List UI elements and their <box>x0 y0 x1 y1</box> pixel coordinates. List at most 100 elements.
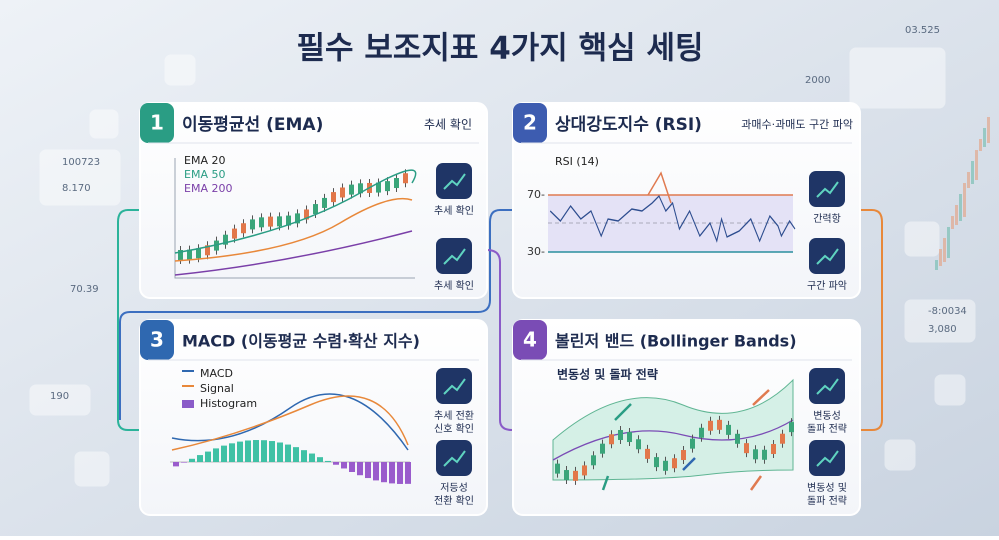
panel-title: 볼린저 밴드 (Bollinger Bands) <box>555 332 797 351</box>
candle-body <box>313 204 318 215</box>
candle-body <box>385 181 390 192</box>
histogram-bar <box>341 462 347 469</box>
decoration: 03.525 2000 100723 8.170 70.39 190 -8:0034 3,08… <box>29 25 990 487</box>
floating-number: -8:0034 <box>928 306 967 317</box>
title: 필수 보조지표 4가지 핵심 세팅 <box>297 31 704 67</box>
histogram-bar <box>269 441 275 462</box>
connector <box>119 209 513 420</box>
floating-number: 03.525 <box>905 25 940 36</box>
candle-body <box>268 216 273 227</box>
candle-body <box>636 439 641 450</box>
histogram-bar <box>213 448 219 462</box>
histogram-bar <box>333 462 339 465</box>
glass-card <box>39 149 121 206</box>
glass-card <box>164 54 196 86</box>
icon-tile <box>436 163 472 199</box>
axis <box>174 158 415 279</box>
candle-body <box>708 420 713 431</box>
candle-body <box>295 213 300 224</box>
candle-body <box>286 215 291 226</box>
panel-tag: 과매수·과매도 구간 파악 <box>741 118 853 131</box>
histogram-bar <box>381 462 387 483</box>
decor-candle <box>959 194 962 221</box>
icon-label: 추세 확인 <box>434 280 474 292</box>
arrow <box>682 457 696 471</box>
histogram-bar <box>253 440 259 462</box>
candle-body <box>304 209 309 220</box>
histogram-bar <box>293 447 299 462</box>
connector <box>486 249 513 431</box>
icon-label: 신호 확인 <box>434 423 474 435</box>
candle-body <box>690 438 695 449</box>
histogram-bar <box>309 453 315 462</box>
histogram-bar <box>237 441 243 462</box>
decor-candle <box>943 238 946 262</box>
ema200-line <box>174 230 413 276</box>
histogram-bar <box>173 462 179 467</box>
floating-number: 8.170 <box>62 183 91 194</box>
floating-number: 190 <box>50 391 69 402</box>
candle-body <box>555 463 560 474</box>
ema50-line <box>174 197 413 262</box>
candle-body <box>699 427 704 438</box>
candle-body <box>277 216 282 227</box>
candle-body <box>250 219 255 230</box>
icon-label: 돌파 전략 <box>807 495 847 507</box>
chart-label: RSI (14) <box>555 155 599 168</box>
signal-line <box>171 395 409 451</box>
decor-candle <box>963 183 966 217</box>
legend-swatch <box>182 400 194 408</box>
candle-body <box>663 460 668 471</box>
connector <box>860 209 883 431</box>
candle-body <box>358 183 363 194</box>
histogram-bar <box>181 462 187 463</box>
panel-card <box>139 102 488 299</box>
histogram-bar <box>205 451 211 462</box>
candle-body <box>187 249 192 260</box>
icon-tile <box>436 238 472 274</box>
candle-body <box>672 458 677 469</box>
histogram-bar <box>261 440 267 462</box>
histogram-bar <box>397 462 403 484</box>
icon-tile <box>436 440 472 476</box>
candle-body <box>564 470 569 481</box>
decor-candle <box>947 227 950 258</box>
candle-body <box>259 217 264 228</box>
icon-label: 돌파 전략 <box>807 423 847 435</box>
candle-body <box>214 240 219 251</box>
decor-candle <box>979 139 982 151</box>
legend-swatch <box>182 370 194 372</box>
icon-glyph <box>816 181 839 198</box>
icon-label: 추세 확인 <box>434 205 474 217</box>
decor-candle <box>967 172 970 188</box>
icon-glyph <box>443 450 466 467</box>
glass-card <box>934 374 966 406</box>
number-badge <box>513 103 547 143</box>
glass-card <box>904 299 976 343</box>
candle-body <box>618 430 623 441</box>
panel-number: 4 <box>523 328 537 352</box>
decor-candle <box>935 260 938 270</box>
candle-body <box>340 187 345 198</box>
icon-label: 구간 파악 <box>807 280 847 292</box>
icon-glyph <box>443 173 466 190</box>
candle-body <box>591 455 596 466</box>
panel-title: 이동평균선 (EMA) <box>182 115 323 135</box>
level-label: 70- <box>527 188 545 201</box>
histogram-bar <box>301 450 307 462</box>
floating-number: 3,080 <box>928 324 957 335</box>
legend-label: MACD <box>200 367 233 380</box>
level-label: 30- <box>527 245 545 258</box>
arrow <box>614 403 632 421</box>
candle-body <box>609 434 614 445</box>
icon-tile <box>809 368 845 404</box>
icon-label: 저등성 <box>440 482 468 494</box>
icon-glyph <box>816 378 839 395</box>
legend-label: Histogram <box>200 397 257 410</box>
histogram-bar <box>285 444 291 462</box>
icon-tile <box>809 171 845 207</box>
number-badge <box>513 320 547 360</box>
candle-body <box>331 192 336 203</box>
floating-number: 70.39 <box>70 284 99 295</box>
decor-candle <box>955 205 958 225</box>
